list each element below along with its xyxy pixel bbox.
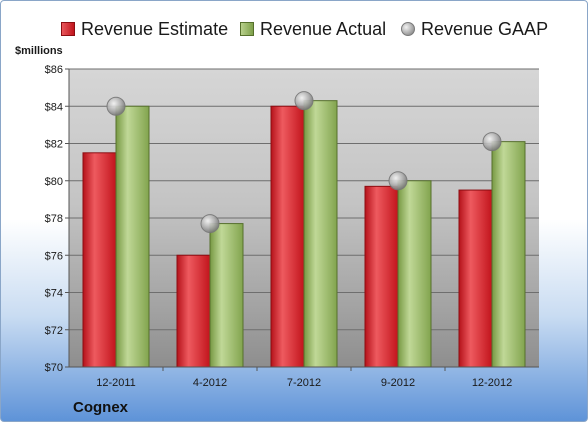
x-tick-label: 12-2011 — [96, 377, 136, 389]
y-tick-label: $86 — [45, 64, 63, 76]
bar-revenue-estimate — [364, 185, 399, 368]
legend-label-estimate: Revenue Estimate — [81, 18, 229, 39]
legend-swatch-actual — [240, 22, 254, 36]
y-axis-unit-label: $millions — [15, 45, 63, 57]
axes: $70 $72 $74 $76 $78 $80 $82 $84 $86 12-2011 4-2012… — [45, 64, 539, 389]
marker-revenue-gaap — [106, 96, 126, 116]
x-tick-label: 12-2012 — [472, 377, 512, 389]
y-tick-label: $70 — [45, 362, 63, 374]
x-tick-label: 7-2012 — [287, 377, 321, 389]
bar-revenue-estimate — [176, 254, 211, 368]
marker-revenue-gaap — [200, 214, 220, 234]
legend-label-actual: Revenue Actual — [260, 18, 387, 39]
y-tick-label: $74 — [45, 288, 63, 300]
legend-item-actual: Revenue Actual — [240, 17, 386, 41]
bar-revenue-estimate — [82, 152, 117, 368]
y-tick-label: $76 — [45, 250, 63, 262]
legend-swatch-gaap — [401, 22, 415, 36]
bar-revenue-estimate — [458, 189, 493, 368]
y-tick-label: $80 — [45, 176, 63, 188]
bar-revenue-actual — [491, 141, 526, 368]
company-name: Cognex — [73, 399, 129, 416]
x-tick-label: 4-2012 — [193, 377, 227, 389]
bar-revenue-actual — [115, 105, 150, 368]
legend-item-gaap: Revenue GAAP — [401, 17, 548, 41]
marker-revenue-gaap — [388, 171, 408, 191]
bar-revenue-actual — [397, 180, 432, 368]
marker-revenue-gaap — [294, 91, 314, 111]
y-tick-label: $84 — [45, 101, 63, 113]
bar-revenue-actual — [303, 100, 338, 368]
y-tick-label: $78 — [45, 213, 63, 225]
legend: Revenue Estimate Revenue Actual Revenue … — [1, 17, 587, 41]
gaap-markers — [106, 91, 502, 234]
bars — [82, 100, 526, 368]
x-tick-label: 9-2012 — [381, 377, 415, 389]
legend-label-gaap: Revenue GAAP — [421, 18, 549, 39]
legend-item-estimate: Revenue Estimate — [61, 17, 228, 41]
bar-revenue-actual — [209, 223, 244, 368]
marker-revenue-gaap — [482, 132, 502, 152]
y-tick-label: $82 — [45, 139, 63, 151]
bar-revenue-estimate — [270, 105, 305, 368]
legend-swatch-estimate — [61, 22, 75, 36]
y-tick-label: $72 — [45, 325, 63, 337]
